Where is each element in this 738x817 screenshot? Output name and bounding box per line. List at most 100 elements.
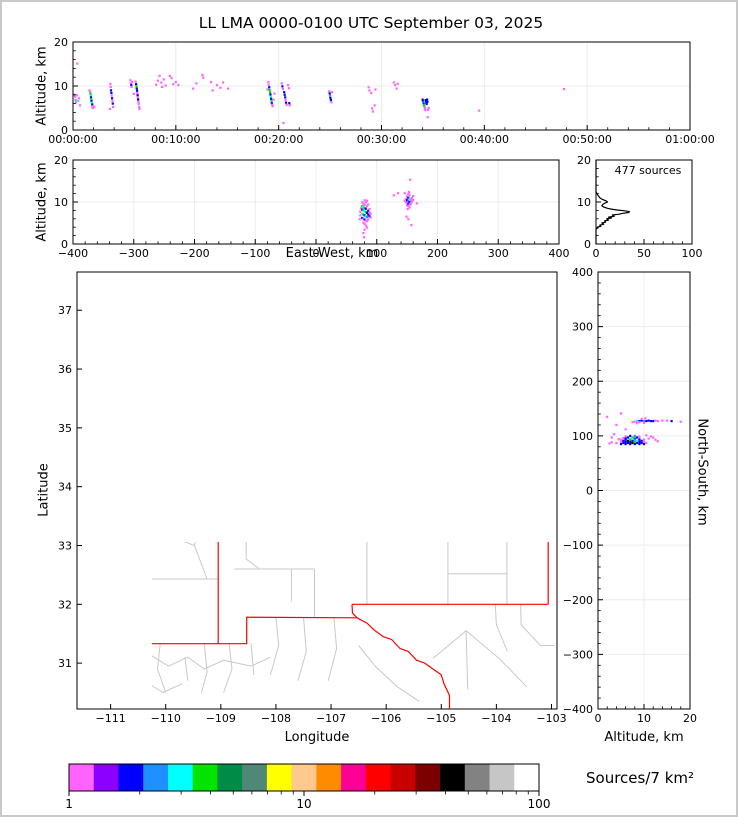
tick-label: 01:00:00 — [665, 133, 714, 146]
tick-label: −400 — [563, 703, 593, 716]
tick-label: 31 — [58, 657, 72, 670]
tick-label: 0 — [584, 238, 591, 251]
tick-label: −104 — [481, 712, 511, 725]
source-points — [358, 178, 418, 239]
tick-label: 37 — [58, 304, 72, 317]
tick-label: 10 — [54, 80, 68, 93]
tick-label: 0 — [313, 247, 320, 260]
axis-label-latitude: Latitude — [36, 463, 52, 517]
tick-label: −110 — [151, 712, 181, 725]
sources-count-annotation: 477 sources — [614, 164, 682, 177]
tick-label: 35 — [58, 422, 72, 435]
tick-label: −200 — [179, 247, 209, 260]
panel-ns-height: 0 10 20 −400 −300 −200 −100 0 100 200 300 400 — [563, 266, 697, 725]
tick-label: 00:50:00 — [562, 133, 611, 146]
axis-label-altitude-ns-panel: Altitude, km — [604, 730, 684, 745]
tick-label: −300 — [563, 648, 593, 661]
axis-label-altitude-time-panel: Altitude, km — [34, 46, 50, 126]
tick-label: 20 — [683, 712, 697, 725]
station-square-icon — [303, 487, 310, 494]
tick-label: 0 — [61, 238, 68, 251]
tick-label: 200 — [427, 247, 448, 260]
tick-label: −109 — [206, 712, 236, 725]
tick-label: −111 — [96, 712, 126, 725]
tick-label: 100 — [682, 247, 703, 260]
station-square-icon — [334, 450, 341, 457]
panel-altitude-histogram: 0 50 100 0 10 20 — [577, 154, 703, 260]
tick-label: 0 — [593, 247, 600, 260]
station-square-icon — [356, 433, 363, 440]
state-borders — [152, 542, 549, 709]
tick-label: 00:00:00 — [48, 133, 97, 146]
tick-label: 100 — [528, 797, 551, 811]
panel-ew-height: −400 −300 −200 −100 0 100 200 300 400 0 10 20 — [54, 154, 570, 260]
tick-label: 00:40:00 — [460, 133, 509, 146]
tick-label: −108 — [261, 712, 291, 725]
tick-label: 300 — [572, 321, 593, 334]
source-points — [73, 62, 566, 125]
station-square-icon — [317, 488, 324, 495]
tick-label: −200 — [563, 594, 593, 607]
panel-map: −111 −110 −109 −108 −107 −106 −105 −104 −103 31 32… — [58, 271, 567, 725]
station-square-icon — [322, 477, 329, 484]
station-square-icon — [335, 419, 342, 426]
axis-label-east-west: East-West, km — [285, 246, 379, 261]
tick-label: 400 — [572, 266, 593, 279]
tick-label: −300 — [119, 247, 149, 260]
colorbar-title: Sources/7 km² — [586, 769, 695, 787]
tick-label: 200 — [572, 375, 593, 388]
tick-label: −400 — [58, 247, 88, 260]
tick-label: −103 — [536, 712, 566, 725]
tick-label: 00:20:00 — [254, 133, 303, 146]
map-source-points — [362, 419, 423, 443]
tick-label: 10 — [577, 196, 591, 209]
axis-label-altitude-ew-panel: Altitude, km — [34, 162, 50, 242]
station-square-icon — [310, 487, 317, 494]
tick-label: 33 — [58, 539, 72, 552]
tick-label: 36 — [58, 363, 72, 376]
tick-label: 0 — [61, 124, 68, 137]
panel-time-height: 00:00:00 00:10:00 00:20:00 00:30:00 00:40:00… — [48, 36, 714, 146]
station-square-icon — [318, 511, 325, 518]
tick-label: 10 — [637, 712, 651, 725]
station-square-icon — [381, 430, 388, 437]
tick-label: 50 — [637, 247, 651, 260]
tick-label: 100 — [572, 430, 593, 443]
tick-label: 0 — [586, 485, 593, 498]
station-square-icon — [320, 497, 327, 504]
tick-label: −107 — [316, 712, 346, 725]
tick-label: 300 — [488, 247, 509, 260]
tick-label: 10 — [296, 797, 311, 811]
tick-label: −105 — [426, 712, 456, 725]
station-square-icon — [307, 481, 314, 488]
tick-label: −100 — [563, 539, 593, 552]
tick-label: 10 — [54, 196, 68, 209]
page-title: LL LMA 0000-0100 UTC September 03, 2025 — [198, 14, 544, 32]
tick-label: 20 — [577, 154, 591, 167]
axis-label-longitude: Longitude — [284, 730, 350, 745]
axes-box — [76, 271, 558, 710]
tick-label: 32 — [58, 598, 72, 611]
station-square-icon — [321, 487, 328, 494]
county-borders — [152, 542, 555, 702]
station-square-icon — [323, 503, 330, 510]
colorbar: 1 10 100 — [65, 763, 551, 811]
source-points — [606, 412, 682, 446]
tick-label: 1 — [65, 797, 73, 811]
station-square-icon — [331, 487, 338, 494]
map-layers — [152, 419, 555, 709]
tick-label: 400 — [549, 247, 570, 260]
lma-station-markers — [303, 419, 387, 518]
tick-label: 100 — [366, 247, 387, 260]
tick-label: 00:30:00 — [357, 133, 406, 146]
tick-label: 0 — [595, 712, 602, 725]
axis-label-north-south: North-South, km — [694, 418, 710, 526]
tick-label: −106 — [371, 712, 401, 725]
tick-label: −100 — [240, 247, 270, 260]
tick-label: 20 — [54, 36, 68, 49]
tick-label: 34 — [58, 481, 72, 494]
tick-label: 00:10:00 — [151, 133, 200, 146]
tick-label: 20 — [54, 154, 68, 167]
